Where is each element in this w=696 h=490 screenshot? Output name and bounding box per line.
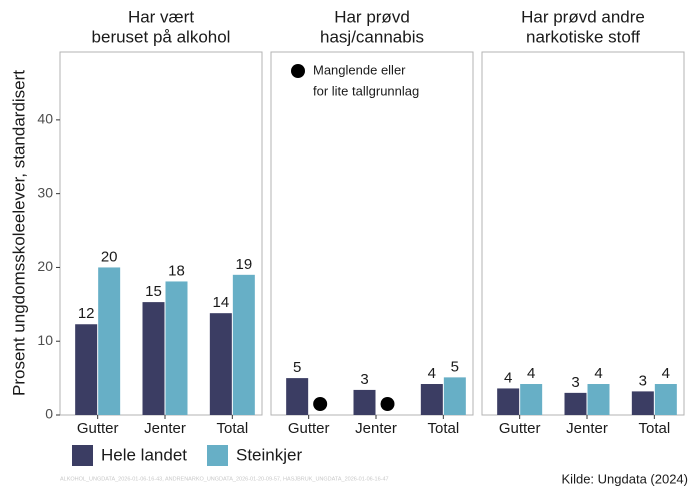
x-tick-label: Total: [427, 420, 459, 437]
annotation-marker: [291, 64, 305, 78]
bar: [142, 302, 165, 415]
value-label: 19: [235, 256, 252, 273]
value-label: 18: [168, 262, 185, 279]
x-tick-label: Jenter: [566, 420, 608, 437]
value-label: 14: [212, 294, 229, 311]
missing-marker: [313, 397, 328, 411]
x-tick-label: Gutter: [77, 420, 119, 437]
y-tick-label: 30: [37, 184, 53, 200]
bar: [75, 324, 98, 415]
caption: Kilde: Ungdata (2024): [562, 471, 688, 486]
value-label: 3: [571, 374, 579, 391]
value-label: 4: [527, 365, 535, 382]
panel-title: narkotiske stoff: [526, 27, 640, 46]
bar: [165, 281, 188, 415]
bar: [497, 388, 520, 415]
bar: [520, 384, 543, 415]
panel-title: Har prøvd: [334, 7, 410, 26]
legend-swatch: [72, 445, 93, 466]
bar: [209, 313, 232, 415]
panel-title: Har vært: [128, 7, 194, 26]
x-tick-label: Gutter: [499, 420, 541, 437]
bar: [353, 389, 376, 415]
legend-swatch: [207, 445, 228, 466]
x-tick-label: Jenter: [355, 420, 397, 437]
value-label: 3: [360, 371, 368, 388]
x-tick-label: Total: [638, 420, 670, 437]
x-tick-label: Gutter: [288, 420, 330, 437]
panel-title: Har prøvd andre: [521, 7, 645, 26]
annotation: Manglende eller: [313, 62, 406, 77]
x-tick-label: Total: [216, 420, 248, 437]
bar: [564, 392, 587, 415]
value-label: 12: [78, 305, 95, 322]
y-tick-label: 20: [37, 258, 53, 274]
bar: [443, 377, 466, 415]
value-label: 4: [428, 365, 436, 382]
legend-label: Hele landet: [101, 445, 187, 464]
bar: [232, 274, 255, 415]
panel-title: hasj/cannabis: [320, 27, 424, 46]
panel-title: beruset på alkohol: [92, 27, 231, 46]
panel-frame: [481, 51, 685, 416]
y-tick-label: 40: [37, 111, 53, 127]
value-label: 4: [504, 369, 512, 386]
x-tick-label: Jenter: [144, 420, 186, 437]
value-label: 4: [594, 365, 602, 382]
bar: [631, 391, 654, 415]
bar: [654, 384, 677, 415]
y-axis-label: Prosent ungdomsskoleelever, standardiser…: [9, 70, 28, 396]
bar: [286, 378, 309, 415]
legend-label: Steinkjer: [236, 445, 302, 464]
value-label: 5: [451, 358, 459, 375]
y-tick-label: 0: [45, 406, 53, 422]
annotation: for lite tallgrunnlag: [313, 83, 419, 98]
footnote: ALKOHOL_UNGDATA_2026-01-06-16-43, ANDREN…: [60, 476, 389, 482]
y-tick-label: 10: [37, 332, 53, 348]
value-label: 3: [639, 372, 647, 389]
bar: [98, 267, 121, 415]
value-label: 4: [662, 365, 670, 382]
value-label: 15: [145, 283, 162, 300]
value-label: 5: [293, 359, 301, 376]
bar: [420, 384, 443, 415]
value-label: 20: [101, 248, 118, 265]
missing-marker: [380, 397, 395, 411]
bar: [587, 384, 610, 415]
